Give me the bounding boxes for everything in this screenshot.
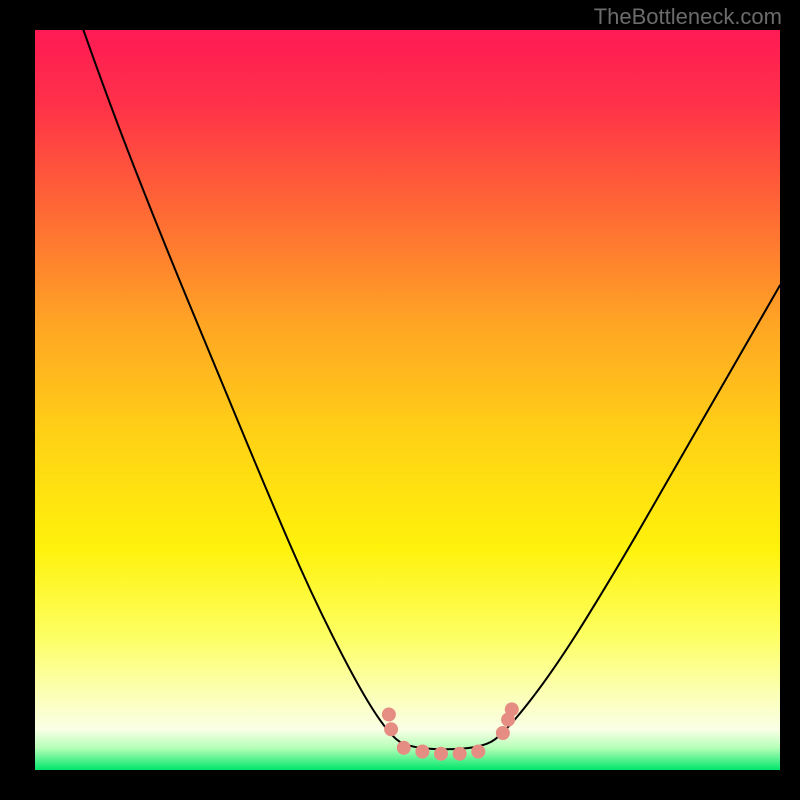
salmon-marker: [471, 745, 485, 759]
salmon-marker-group: [382, 702, 519, 760]
salmon-marker: [384, 722, 398, 736]
salmon-marker: [453, 747, 467, 761]
chart-frame: TheBottleneck.com: [0, 0, 800, 800]
watermark-text: TheBottleneck.com: [594, 4, 782, 30]
salmon-marker: [505, 702, 519, 716]
salmon-marker: [397, 741, 411, 755]
salmon-marker: [382, 708, 396, 722]
salmon-marker: [496, 726, 510, 740]
salmon-marker: [434, 747, 448, 761]
bottleneck-curve: [83, 30, 780, 749]
plot-area: [35, 30, 780, 770]
curve-layer: [35, 30, 780, 770]
salmon-marker: [415, 745, 429, 759]
